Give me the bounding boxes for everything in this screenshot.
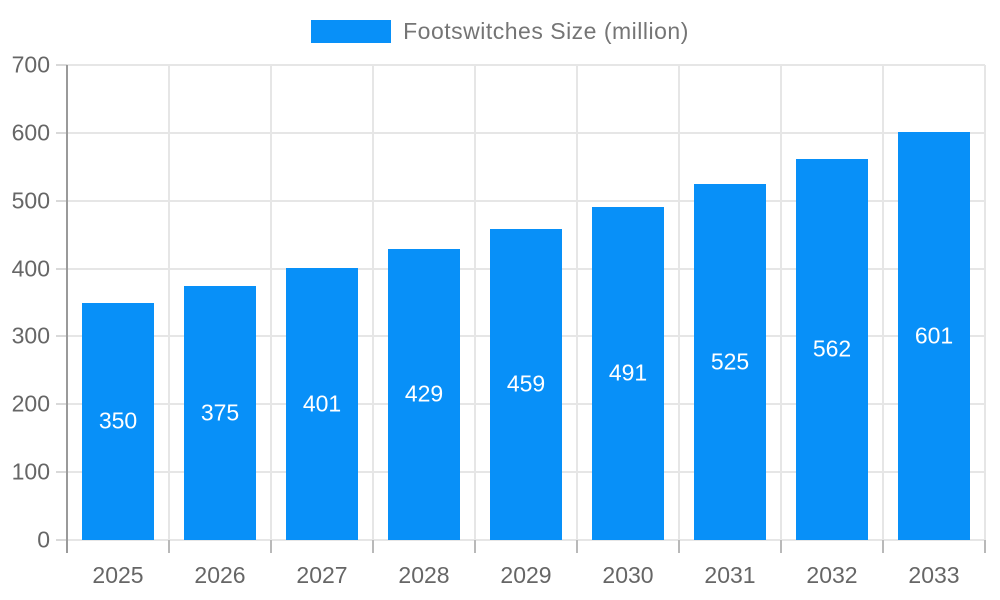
y-axis-tick [56,403,67,406]
gridline-vertical [882,65,884,540]
y-axis-tick [56,131,67,134]
x-axis-label: 2030 [602,562,654,588]
x-axis-tick [678,540,680,553]
bar-value-label: 525 [710,348,750,375]
y-axis-label: 200 [11,390,50,417]
chart-legend[interactable]: Footswitches Size (million) [0,18,1000,45]
gridline-vertical [678,65,680,540]
x-axis-label: 2029 [500,562,552,588]
x-axis-tick [984,540,986,553]
bar-2028[interactable]: 429 [388,248,460,540]
bar-2029[interactable]: 459 [490,228,562,540]
legend-swatch-icon [311,20,392,43]
x-axis-label: 2033 [908,562,960,588]
x-axis-tick [270,540,272,553]
x-axis-label: 2026 [194,562,246,588]
gridline-vertical [984,65,986,540]
gridline-vertical [780,65,782,540]
y-axis-label: 700 [11,51,50,78]
x-axis-label: 2032 [806,562,858,588]
gridline-vertical [474,65,476,540]
bar-value-label: 459 [506,370,546,397]
bar-2026[interactable]: 375 [184,285,256,540]
x-axis-tick [372,540,374,553]
y-axis-label: 0 [37,526,50,553]
y-axis-label: 100 [11,458,50,485]
y-axis-label: 600 [11,119,50,146]
gridline-vertical [168,65,170,540]
y-axis-label: 500 [11,187,50,214]
y-axis-label: 400 [11,255,50,282]
bar-2030[interactable]: 491 [592,206,664,540]
x-axis-label: 2031 [704,562,756,588]
bar-value-label: 601 [914,322,954,349]
y-axis-tick [56,199,67,202]
y-axis-tick [56,267,67,270]
x-axis-label: 2027 [296,562,348,588]
bar-value-label: 350 [98,407,138,434]
y-axis-tick [56,64,67,66]
legend-label: Footswitches Size (million) [403,18,689,44]
y-axis-tick [56,471,67,474]
y-axis-label: 300 [11,322,50,349]
bar-2031[interactable]: 525 [694,183,766,540]
bar-2033[interactable]: 601 [898,132,970,540]
gridline-vertical [270,65,272,540]
bar-value-label: 401 [302,390,342,417]
y-axis-tick [56,335,67,338]
bar-value-label: 429 [404,380,444,407]
bar-2032[interactable]: 562 [796,158,868,540]
x-axis-tick [882,540,884,553]
bar-2025[interactable]: 350 [82,302,154,540]
gridline-horizontal [67,199,985,202]
gridline-vertical [372,65,374,540]
bar-value-label: 491 [608,359,648,386]
bar-value-label: 375 [200,399,240,426]
x-axis-tick [780,540,782,553]
x-axis-label: 2028 [398,562,450,588]
bar-2027[interactable]: 401 [286,267,358,540]
gridline-vertical [576,65,578,540]
gridline-horizontal [67,539,985,541]
x-axis-tick [168,540,170,553]
gridline-horizontal [67,131,985,134]
y-axis-tick [56,539,67,541]
gridline-horizontal [67,64,985,66]
x-axis-tick [474,540,476,553]
bar-value-label: 562 [812,335,852,362]
x-axis-tick [576,540,578,553]
x-axis-label: 2025 [92,562,144,588]
y-axis-line [66,65,68,553]
